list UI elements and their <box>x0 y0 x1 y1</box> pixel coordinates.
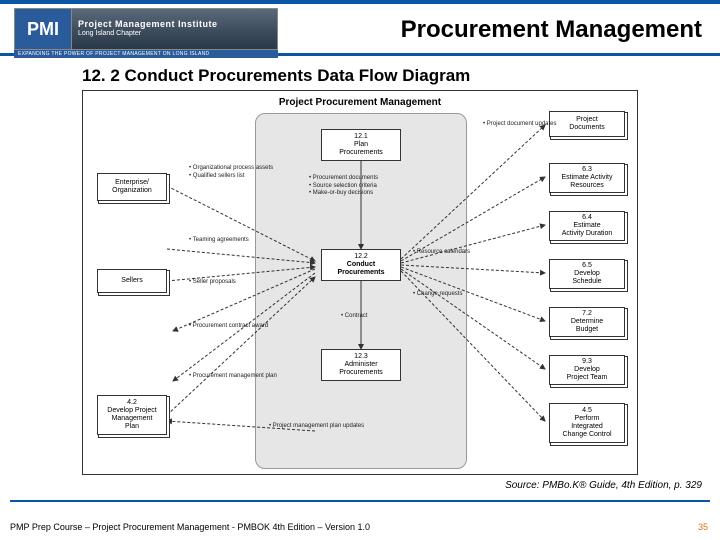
bullet-group: Project management plan updates <box>269 423 364 431</box>
page-number: 35 <box>698 522 708 532</box>
section-subtitle: 12. 2 Conduct Procurements Data Flow Dia… <box>82 66 470 86</box>
logo-text: Project Management Institute Long Island… <box>72 8 278 50</box>
logo-tagline: EXPANDING THE POWER OF PROJECT MANAGEMEN… <box>14 50 278 58</box>
node-det_budget: 7.2DetermineBudget <box>549 307 625 337</box>
data-flow-diagram: Project Procurement Management Enterpris… <box>82 90 638 475</box>
node-est_dur: 6.4EstimateActivity Duration <box>549 211 625 241</box>
bullet-group: Procurement contract award <box>189 323 268 331</box>
bullet-group: Organizational process assetsQualified s… <box>189 165 273 180</box>
logo-line1: Project Management Institute <box>78 19 271 30</box>
bullet-group: Procurement management plan <box>189 373 277 381</box>
bullet-group: Change requests <box>413 291 462 299</box>
logo-block: PMI Project Management Institute Long Is… <box>14 8 278 50</box>
source-citation: Source: PMBo.K® Guide, 4th Edition, p. 3… <box>505 480 702 491</box>
node-dev_team: 9.3DevelopProject Team <box>549 355 625 385</box>
node-dev_sched: 6.5DevelopSchedule <box>549 259 625 289</box>
bullet-group: Teaming agreements <box>189 237 249 245</box>
footer-text: PMP Prep Course – Project Procurement Ma… <box>10 522 370 532</box>
node-proj_docs: ProjectDocuments <box>549 111 625 137</box>
node-enterprise: Enterprise/Organization <box>97 173 167 201</box>
bullet-group: Procurement documentsSource selection cr… <box>309 175 378 198</box>
logo-mark: PMI <box>14 8 72 50</box>
node-develop_pm_plan: 4.2Develop ProjectManagementPlan <box>97 395 167 435</box>
node-picc: 4.5PerformIntegratedChange Control <box>549 403 625 443</box>
top-bar: PMI Project Management Institute Long Is… <box>0 0 720 56</box>
diagram-inner-title: Project Procurement Management <box>83 97 637 108</box>
node-plan_proc: 12.1PlanProcurements <box>321 129 401 161</box>
bullet-group: Seller proposals <box>189 279 236 287</box>
node-conduct_proc: 12.2ConductProcurements <box>321 249 401 281</box>
node-admin_proc: 12.3AdministerProcurements <box>321 349 401 381</box>
node-sellers: Sellers <box>97 269 167 293</box>
page-title: Procurement Management <box>401 16 702 44</box>
logo-line2: Long Island Chapter <box>78 30 271 38</box>
bullet-group: Project document updates <box>483 121 557 129</box>
footer-divider <box>10 500 710 502</box>
bullet-group: Resource calendars <box>413 249 470 257</box>
bullet-group: Contract <box>341 313 367 321</box>
node-est_res: 6.3Estimate ActivityResources <box>549 163 625 193</box>
